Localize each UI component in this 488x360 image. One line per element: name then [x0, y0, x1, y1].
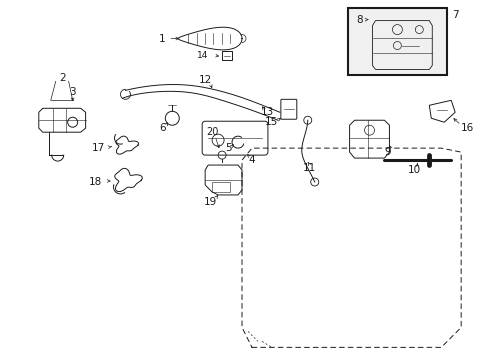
Text: 9: 9	[384, 147, 390, 157]
Text: 8: 8	[356, 15, 362, 24]
Text: 4: 4	[248, 155, 255, 165]
Text: 13: 13	[261, 107, 274, 117]
Text: 17: 17	[92, 143, 105, 153]
Bar	[212, 182, 229, 192]
Text: 10: 10	[407, 165, 420, 175]
Text: 15: 15	[264, 117, 278, 127]
Text: 1: 1	[159, 33, 165, 44]
Text: 2: 2	[59, 73, 66, 84]
Bar	[222, 51, 232, 60]
Text: 5: 5	[224, 143, 231, 153]
Text: 3: 3	[69, 87, 76, 97]
Text: 14: 14	[196, 51, 208, 60]
Text: 16: 16	[460, 123, 473, 133]
Bar	[347, 8, 447, 75]
Text: 12: 12	[198, 75, 211, 85]
Text: 19: 19	[203, 197, 216, 207]
Text: 18: 18	[89, 177, 102, 187]
Text: 11: 11	[303, 163, 316, 173]
Text: 7: 7	[451, 10, 458, 20]
Text: 6: 6	[159, 123, 165, 133]
Text: 20: 20	[205, 127, 218, 137]
